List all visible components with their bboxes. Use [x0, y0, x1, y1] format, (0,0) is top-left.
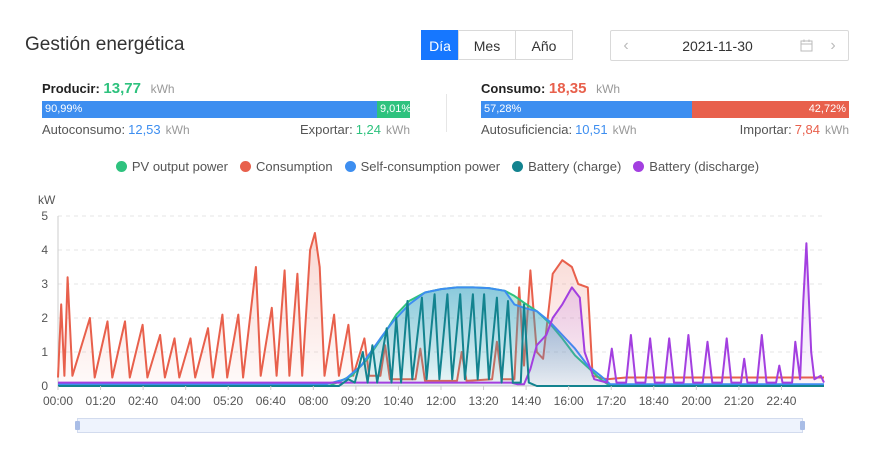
- period-month-button[interactable]: Mes: [458, 30, 516, 60]
- legend-label-pv: PV output power: [131, 159, 228, 174]
- legend-dot-consumption: [240, 161, 251, 172]
- chart-legend: PV output power Consumption Self-consump…: [0, 159, 875, 174]
- page-title: Gestión energética: [25, 34, 185, 55]
- x-tick-label: 05:20: [213, 394, 243, 408]
- prev-date-icon[interactable]: ‹: [623, 36, 629, 54]
- legend-label-consumption: Consumption: [256, 159, 333, 174]
- y-tick-label: 2: [41, 311, 48, 325]
- production-label: Producir:: [42, 81, 100, 96]
- consumption-value: 18,35: [548, 80, 587, 97]
- x-tick-label: 01:20: [86, 394, 116, 408]
- production-bar-left: 90,99%: [42, 101, 377, 118]
- self-sufficiency-value: 10,51: [575, 122, 608, 137]
- calendar-icon[interactable]: [794, 39, 818, 52]
- x-tick-label: 17:20: [596, 394, 626, 408]
- series-line-charge: [58, 293, 824, 387]
- self-consumption-unit: kWh: [165, 123, 190, 137]
- legend-item-consumption[interactable]: Consumption: [240, 159, 333, 174]
- production-unit: kWh: [150, 82, 175, 96]
- x-tick-label: 06:40: [256, 394, 286, 408]
- series-area-self: [58, 287, 824, 386]
- import-value: 7,84: [794, 122, 820, 137]
- x-tick-label: 00:00: [43, 394, 73, 408]
- production-value: 13,77: [103, 80, 141, 97]
- period-day-button[interactable]: Día: [421, 30, 459, 60]
- series-line-consumption: [57, 232, 824, 382]
- date-picker[interactable]: ‹ 2021-11-30 ›: [610, 30, 849, 61]
- x-tick-label: 13:20: [469, 394, 499, 408]
- series-area-pv: [58, 287, 824, 386]
- x-tick-label: 14:40: [511, 394, 541, 408]
- series-line-self: [58, 286, 824, 386]
- self-consumption-value: 12,53: [128, 122, 161, 137]
- y-tick-label: 3: [41, 277, 48, 291]
- x-tick-label: 20:00: [681, 394, 711, 408]
- chart-grid: [57, 215, 824, 387]
- y-axis-ticks: 0 1 2 3 4 5: [41, 209, 48, 393]
- x-tick-label: 08:00: [298, 394, 328, 408]
- legend-label-battery-charge: Battery (charge): [528, 159, 622, 174]
- legend-label-self-consumption: Self-consumption power: [360, 159, 501, 174]
- series-line-pv: [58, 286, 824, 387]
- import-unit: kWh: [825, 123, 849, 137]
- consumption-unit: kWh: [596, 82, 621, 96]
- x-tick-label: 12:00: [426, 394, 456, 408]
- zoom-handle-right[interactable]: [800, 421, 805, 430]
- next-date-icon[interactable]: ›: [830, 36, 836, 54]
- consumption-label: Consumo:: [481, 81, 546, 96]
- x-tick-label: 16:00: [554, 394, 584, 408]
- x-tick-label: 22:40: [766, 394, 796, 408]
- legend-item-pv[interactable]: PV output power: [115, 159, 228, 174]
- legend-dot-battery-charge: [512, 161, 524, 172]
- zoom-handle-left[interactable]: [75, 421, 80, 430]
- production-panel: Producir: 13,77 kWh 90,99% 9,01% Autocon…: [42, 80, 410, 137]
- y-tick-label: 4: [41, 243, 48, 257]
- legend-dot-battery-discharge: [633, 161, 645, 172]
- x-tick-label: 04:00: [171, 394, 201, 408]
- zoom-slider[interactable]: [75, 418, 805, 433]
- export-label: Exportar:: [299, 122, 353, 137]
- x-axis-ticks: 00:00 01:20 02:40 04:00 05:20 06:40 08:00 09:20…: [43, 386, 797, 408]
- period-selector: Día Mes Año: [421, 30, 573, 60]
- export-unit: kWh: [386, 123, 410, 137]
- series-line-discharge: [58, 242, 825, 386]
- export-value: 1,24: [355, 122, 381, 137]
- y-tick-label: 0: [41, 379, 48, 393]
- panel-divider: [446, 94, 447, 132]
- legend-label-battery-discharge: Battery (discharge): [649, 159, 760, 174]
- date-value[interactable]: 2021-11-30: [682, 37, 753, 54]
- self-consumption-label: Autoconsumo:: [42, 122, 126, 137]
- y-axis-unit: kW: [38, 193, 56, 207]
- import-label: Importar:: [739, 122, 792, 137]
- legend-item-battery-discharge[interactable]: Battery (discharge): [633, 159, 759, 174]
- x-tick-label: 21:20: [724, 394, 754, 408]
- y-tick-label: 1: [41, 345, 48, 359]
- production-bar-right: 9,01%: [377, 101, 410, 118]
- legend-item-battery-charge[interactable]: Battery (charge): [512, 159, 621, 174]
- x-tick-label: 02:40: [128, 394, 158, 408]
- self-sufficiency-label: Autosuficiencia:: [481, 122, 573, 137]
- legend-dot-pv: [115, 161, 127, 172]
- consumption-bar: 57,28% 42,72%: [481, 101, 849, 118]
- x-tick-label: 09:20: [341, 394, 371, 408]
- series-area-discharge: [58, 243, 824, 386]
- series-area-consumption: [58, 233, 824, 386]
- legend-dot-self-consumption: [344, 161, 356, 172]
- consumption-bar-left: 57,28%: [481, 101, 692, 118]
- production-bar: 90,99% 9,01%: [42, 101, 410, 118]
- self-sufficiency-unit: kWh: [612, 123, 637, 137]
- consumption-bar-right: 42,72%: [692, 101, 849, 118]
- legend-item-self-consumption[interactable]: Self-consumption power: [344, 159, 501, 174]
- x-tick-label: 10:40: [383, 394, 413, 408]
- y-tick-label: 5: [41, 209, 48, 223]
- x-tick-label: 18:40: [639, 394, 669, 408]
- consumption-panel: Consumo: 18,35 kWh 57,28% 42,72% Autosuf…: [481, 80, 849, 137]
- period-year-button[interactable]: Año: [515, 30, 573, 60]
- chart-series: [57, 232, 825, 387]
